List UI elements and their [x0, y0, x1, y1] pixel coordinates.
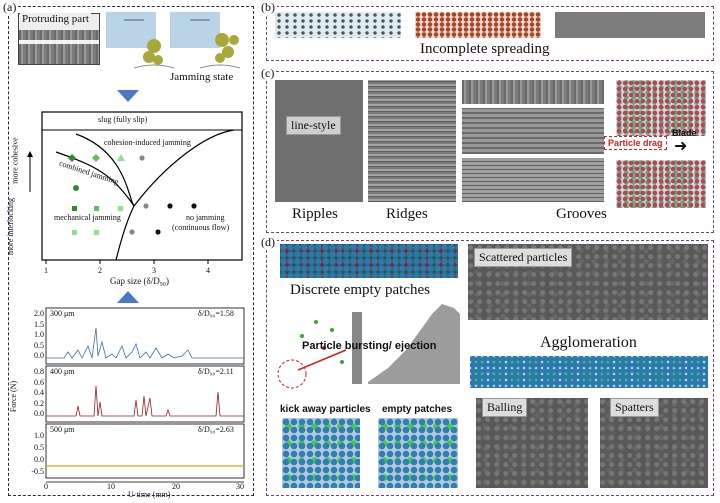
panel-b-label: (b) [259, 0, 277, 15]
force-row3-ratio: δ/D₉₀=2.63 [198, 425, 234, 434]
grooves-caption: Grooves [556, 206, 607, 222]
protruding-part-label: Protruding part [20, 13, 91, 25]
down-arrow-icon [117, 90, 139, 102]
jamming-state-illustration [106, 12, 241, 69]
jamming-state-label: Jamming state [170, 71, 234, 83]
incomplete-spreading-caption: Incomplete spreading [420, 41, 550, 57]
panel-d [266, 240, 714, 496]
force-ylabel: Force (N) [9, 380, 19, 413]
discrete-patches-caption: Discrete empty patches [290, 282, 430, 298]
grooves-image-2 [462, 108, 604, 154]
grooves-image-1 [462, 80, 604, 104]
force-row1-yticks: 2.0 1.5 1.0 0.5 0.0 [34, 309, 44, 360]
bursting-image [277, 304, 460, 389]
force-xtick-0: 0 [44, 482, 48, 491]
more-cohesive-label: more cohesive [10, 137, 20, 184]
phase-xtick-1: 1 [44, 266, 48, 275]
ridges-image [368, 80, 456, 202]
force-row3-gap: 500 μm [50, 425, 75, 434]
agglomeration-image [470, 356, 708, 388]
panel-a-label: (a) [1, 0, 19, 15]
ridges-caption: Ridges [386, 206, 428, 222]
force-row3-yticks: 1.0 0.5 0.0 -0.5 [31, 431, 44, 476]
more-interlocking-label: more interlocking [6, 197, 16, 256]
particle-drag-image-top [616, 80, 706, 136]
blade-label: Blade [672, 128, 697, 138]
force-row2-yticks: 0.8 0.6 0.4 0.2 0.0 [34, 367, 44, 418]
slug-label: slug (fully slip) [98, 115, 148, 124]
grooves-image-3 [462, 158, 604, 202]
spatters-tag: Spatters [610, 398, 659, 417]
ripples-image [275, 80, 363, 202]
spreading-image-1 [275, 12, 401, 38]
force-row1-ratio: δ/D₉₀=1.58 [198, 309, 234, 318]
force-row2-ratio: δ/D₉₀=2.11 [198, 367, 234, 376]
jamming-phase-diagram [27, 111, 243, 264]
agglomeration-caption: Agglomeration [540, 334, 637, 351]
particle-drag-image-bottom [616, 160, 706, 208]
no-jamming-label: no jamming [186, 213, 225, 222]
phase-xlabel: Gap size (δ/D₉₀) [110, 276, 169, 286]
force-row2-gap: 400 μm [50, 367, 75, 376]
force-xlabel: U·time (mm) [128, 490, 171, 499]
force-row1-gap: 300 μm [50, 309, 75, 318]
phase-xtick-4: 4 [206, 266, 210, 275]
ripples-caption: Ripples [292, 206, 338, 222]
spreading-image-2 [415, 12, 541, 38]
particle-drag-label: Particle drag [604, 136, 667, 150]
phase-xtick-3: 3 [152, 266, 156, 275]
scattered-particles-tag: Scattered particles [474, 248, 573, 267]
kick-away-image [282, 418, 360, 488]
force-xtick-10: 10 [107, 482, 115, 491]
up-arrow-icon [117, 291, 139, 303]
cohesion-jamming-label: cohesion-induced jamming [104, 138, 191, 147]
force-xtick-20: 20 [172, 482, 180, 491]
panel-c-label: (c) [259, 66, 277, 81]
blade-arrow-icon: ➜ [674, 138, 688, 155]
kick-away-label: kick away particles [280, 404, 371, 415]
mechanical-jamming-label: mechanical jamming [54, 213, 121, 222]
continuous-flow-label: (continuous flow) [172, 223, 230, 232]
scattered-particles-image [468, 244, 708, 320]
panel-c [266, 71, 714, 233]
force-time-plots [45, 307, 245, 483]
balling-tag: Balling [482, 398, 528, 417]
panel-b [266, 6, 714, 61]
spreading-image-3 [555, 12, 705, 38]
empty-patches-image [378, 418, 458, 488]
force-xtick-30: 30 [236, 482, 244, 491]
phase-xtick-2: 2 [98, 266, 102, 275]
line-style-tag: line-style [286, 116, 341, 135]
panel-d-label: (d) [259, 235, 277, 250]
panel-a [8, 6, 254, 496]
bursting-caption: Particle bursting/ ejection [302, 340, 437, 352]
empty-patches-label: empty patches [382, 404, 453, 415]
discrete-patches-image [280, 244, 458, 278]
